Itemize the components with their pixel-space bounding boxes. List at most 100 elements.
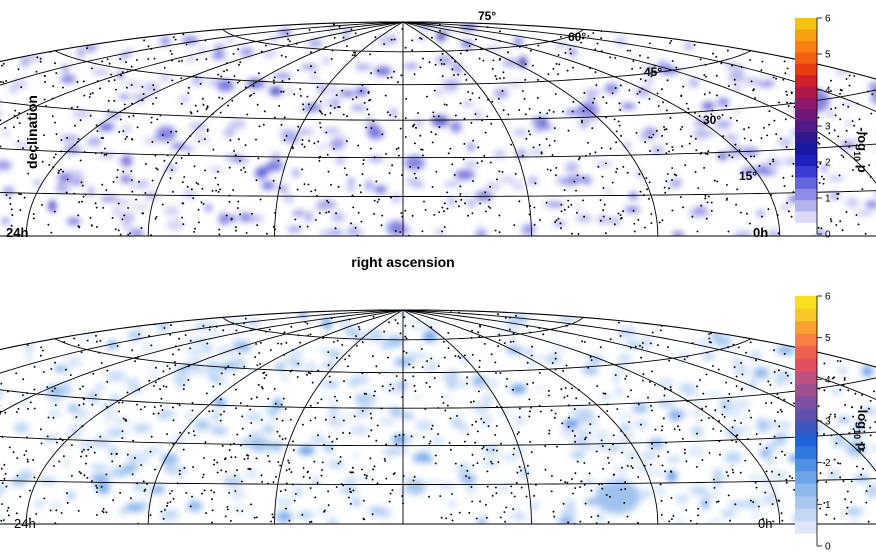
bottom-blob [757,420,770,431]
top-blob [120,175,132,184]
top-grid-meridian-16 [147,21,404,237]
top-colorbar-label: -log10 p [852,127,870,172]
top-blob [436,31,447,42]
bottom-blob [10,477,26,487]
top-blob [701,102,715,111]
bottom-blob [653,486,667,496]
bottom-blob [705,392,723,397]
bottom-blob [647,471,666,476]
bottom-blob [747,378,758,390]
bottom-colorbar-swatch-4 [795,483,817,497]
bottom-colorbar-swatch-19 [795,296,817,309]
top-blob [346,186,356,192]
top-colorbar-swatch-12 [795,86,817,98]
bottom-blob [719,399,732,411]
top-colorbar-swatch-11 [795,97,817,110]
bottom-colorbar-tick-label-6: 6 [825,292,831,303]
bottom-blob [86,391,100,404]
bottom-blob [518,466,531,478]
bottom-blob [505,316,524,326]
top-blob [450,121,462,133]
bottom-blob [862,408,874,413]
bottom-blob [733,365,751,377]
bottom-blob [319,348,329,354]
bottom-colorbar-swatch-5 [795,471,817,484]
bottom-blob [136,450,155,459]
bottom-blob [624,451,640,460]
bottom-blob [414,420,434,431]
bottom-blob [563,418,580,430]
top-hotspot-2 [386,220,407,236]
bottom-blob [105,428,126,437]
bottom-blob [425,479,442,486]
top-blob [403,63,419,69]
top-blob [647,65,654,74]
top-blob [310,72,319,82]
top-blob [319,229,332,236]
bottom-blob [845,507,864,516]
bottom-blob [721,407,733,417]
top-blob [605,187,612,196]
top-blob [281,134,301,144]
top-event-markers [0,22,876,236]
top-blob [293,211,305,216]
bottom-blob [870,446,876,452]
bottom-blob [380,342,389,350]
bottom-colorbar-swatch-11 [795,396,817,409]
top-blob [211,51,226,60]
bottom-blob [353,499,362,506]
bottom-blob [502,453,520,462]
bottom-blob [687,445,706,458]
top-blob [446,195,457,207]
bottom-blob [358,402,375,412]
top-grid-meridian-6 [402,21,781,237]
top-blob [623,141,631,151]
bottom-blob [293,486,303,497]
bottom-blob [211,429,229,435]
bottom-blob [176,379,185,390]
top-grid [0,21,876,237]
bottom-blob [549,354,558,363]
bottom-blob [61,458,70,468]
top-blob [575,204,582,209]
bottom-blob [230,489,246,501]
top-blob [120,124,133,133]
bottom-blob [487,416,495,423]
bottom-blob [49,501,63,509]
top-blob [112,206,121,216]
bottom-grid-meridian-10 [402,309,532,525]
bottom-blob [762,493,780,506]
top-blob [100,196,119,202]
top-blob [198,46,206,56]
bottom-blob [613,372,620,383]
bottom-blob [0,386,4,399]
top-map-border [0,21,876,237]
top-ra-label-0h: 0h [753,225,768,240]
top-blob [463,161,479,167]
top-blob [493,88,509,99]
bottom-blob [296,511,314,519]
top-colorbar-swatch-2 [795,199,817,212]
bottom-blob [274,362,286,371]
top-blob [234,155,241,164]
top-blob [72,110,91,118]
bottom-blob [560,429,574,437]
bottom-blob [192,368,212,376]
top-blob [322,56,330,65]
bottom-blob [67,404,79,413]
bottom-blob [262,424,275,434]
top-hotspot-3 [155,125,177,142]
bottom-blob [142,499,149,510]
top-blob [170,143,187,149]
top-blob [131,203,151,210]
bottom-blob [683,385,697,398]
bottom-blob [317,506,330,516]
bottom-blob [412,454,428,463]
bottom-blob [406,351,417,363]
bottom-colorbar-tick-label-2: 2 [825,458,831,469]
bottom-blob [743,499,761,509]
bottom-blob [447,499,458,508]
top-blob [229,215,237,222]
top-blob [60,135,80,142]
